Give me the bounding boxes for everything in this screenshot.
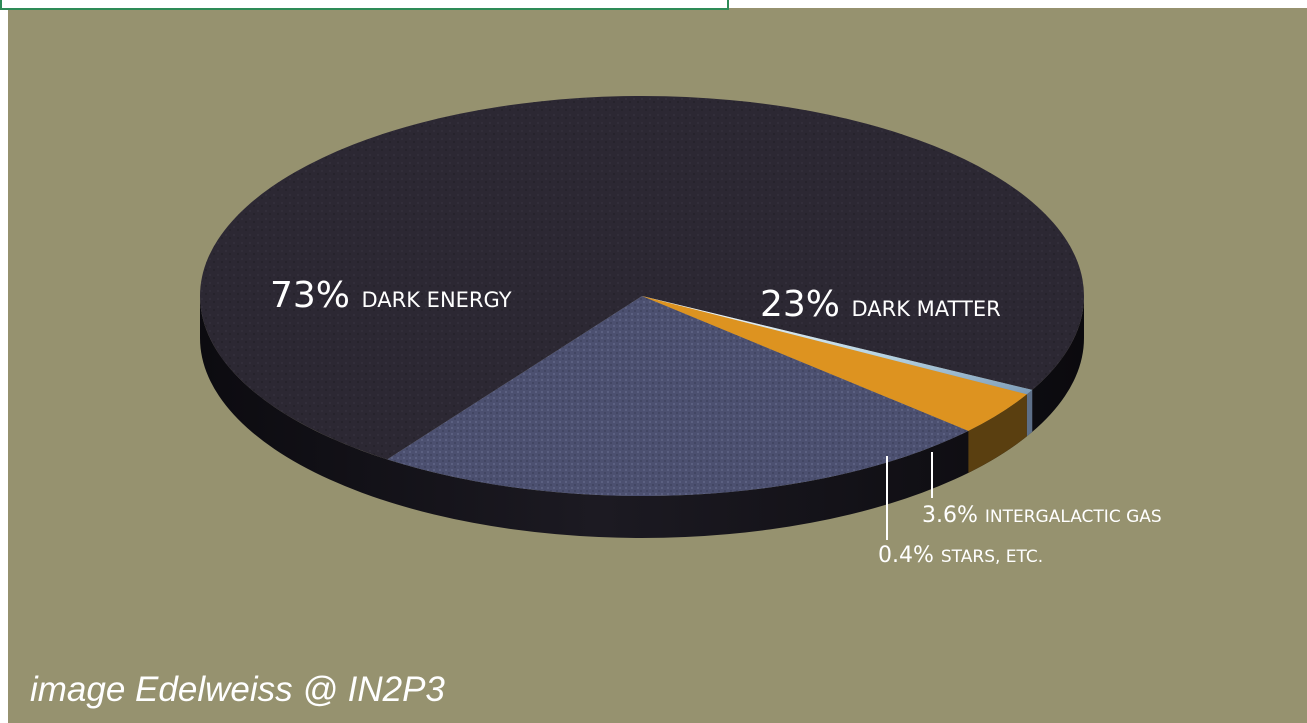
label-percent: 3.6% xyxy=(922,503,985,528)
label-dark-matter: 23% DARK MATTER xyxy=(760,284,1001,325)
label-percent: 73% xyxy=(270,275,361,316)
label-dark-energy: 73% DARK ENERGY xyxy=(270,275,512,316)
slice-dark-energy-texture xyxy=(200,96,1085,460)
label-intergalactic-gas: 3.6% INTERGALACTIC GAS xyxy=(922,503,1162,528)
label-stars-etc: 0.4% STARS, ETC. xyxy=(878,543,1043,568)
label-percent: 0.4% xyxy=(878,543,941,568)
side-segment-intergalactic-gas xyxy=(968,394,1027,473)
slice-labels: 73% DARK ENERGY 23% DARK MATTER 3.6% INTER… xyxy=(270,275,1162,568)
label-name: DARK MATTER xyxy=(851,297,1000,321)
top-frame-strip xyxy=(0,0,729,10)
leader-lines xyxy=(886,452,933,540)
pie-side-wall xyxy=(200,296,1084,538)
side-segment-stars-etc xyxy=(1026,389,1033,437)
slice-intergalactic-gas xyxy=(642,296,1027,431)
pie-side-band xyxy=(200,296,1084,538)
slice-dark-matter-texture xyxy=(387,296,969,497)
label-name: STARS, ETC. xyxy=(941,547,1043,567)
label-percent: 23% xyxy=(760,284,851,325)
label-name: INTERGALACTIC GAS xyxy=(985,507,1162,527)
label-name: DARK ENERGY xyxy=(361,288,511,312)
pie-top-slices xyxy=(200,96,1085,497)
image-credit: image Edelweiss @ IN2P3 xyxy=(30,670,445,709)
slice-stars-etc xyxy=(642,296,1033,395)
